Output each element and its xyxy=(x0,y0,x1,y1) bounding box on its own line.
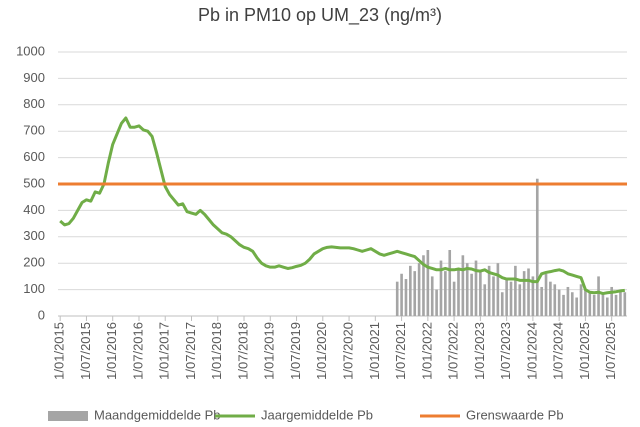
y-tick-label: 200 xyxy=(23,255,45,270)
x-tick-label: 1/01/2018 xyxy=(209,322,224,380)
x-tick-label: 1/01/2025 xyxy=(577,322,592,380)
bar xyxy=(584,289,587,316)
bar xyxy=(623,292,627,316)
bar xyxy=(409,265,412,316)
bar xyxy=(457,268,460,316)
y-tick-label: 400 xyxy=(23,202,45,217)
y-tick-label: 800 xyxy=(23,96,45,111)
legend-label: Grenswaarde Pb xyxy=(466,407,564,422)
bar xyxy=(579,284,583,316)
bar xyxy=(492,276,495,316)
x-tick-label: 1/07/2019 xyxy=(288,322,303,380)
x-tick-label: 1/07/2018 xyxy=(235,322,250,380)
x-tick-label: 1/01/2017 xyxy=(157,322,172,380)
bar xyxy=(518,284,522,316)
bar xyxy=(549,281,552,316)
x-tick-label: 1/07/2024 xyxy=(551,322,566,380)
x-tick-label: 1/07/2020 xyxy=(341,322,356,380)
bar xyxy=(522,271,526,316)
bar xyxy=(535,178,539,316)
bar xyxy=(444,271,447,316)
bar xyxy=(597,276,600,316)
x-tick-label: 1/07/2021 xyxy=(393,322,408,380)
y-tick-label: 600 xyxy=(23,149,45,164)
legend-label: Jaargemiddelde Pb xyxy=(261,407,373,422)
bar xyxy=(474,260,478,316)
bar xyxy=(404,279,408,316)
bar xyxy=(540,286,543,316)
bar xyxy=(514,265,517,316)
y-tick-label: 0 xyxy=(38,307,45,322)
bar xyxy=(452,281,456,316)
x-tick-label: 1/07/2023 xyxy=(498,322,513,380)
bar xyxy=(544,273,548,316)
bar xyxy=(448,250,452,316)
x-tick-label: 1/07/2017 xyxy=(183,322,198,380)
bar xyxy=(592,294,596,316)
x-tick-label: 1/07/2016 xyxy=(130,322,145,380)
y-tick-label: 500 xyxy=(23,175,45,190)
x-tick-label: 1/07/2015 xyxy=(78,322,93,380)
bar xyxy=(566,286,570,316)
x-tick-label: 1/07/2025 xyxy=(603,322,618,380)
bar xyxy=(479,271,482,316)
bar xyxy=(395,281,399,316)
x-tick-label: 1/01/2023 xyxy=(472,322,487,380)
bar xyxy=(588,292,592,316)
x-tick-label: 1/01/2016 xyxy=(104,322,119,380)
bar xyxy=(487,265,491,316)
bar xyxy=(601,292,605,316)
line xyxy=(59,116,625,296)
bar xyxy=(605,297,609,316)
bar xyxy=(614,294,618,316)
bar xyxy=(483,284,487,316)
bar xyxy=(465,263,469,316)
x-tick-label: 1/01/2022 xyxy=(419,322,434,380)
legend-swatch xyxy=(48,411,88,421)
x-tick-label: 1/01/2024 xyxy=(524,322,539,380)
y-tick-label: 700 xyxy=(23,123,45,138)
bar xyxy=(570,292,574,316)
bar xyxy=(426,250,430,316)
bar xyxy=(430,276,434,316)
bar xyxy=(553,284,557,316)
x-tick-label: 1/01/2020 xyxy=(314,322,329,380)
bar xyxy=(417,263,421,316)
y-tick-label: 900 xyxy=(23,70,45,85)
y-tick-label: 1000 xyxy=(16,43,45,58)
x-tick-label: 1/07/2022 xyxy=(446,322,461,380)
bar xyxy=(527,268,530,316)
x-tick-label: 1/01/2019 xyxy=(262,322,277,380)
bar xyxy=(562,294,565,316)
bar xyxy=(422,255,425,316)
x-tick-label: 1/01/2021 xyxy=(367,322,382,380)
chart-title: Pb in PM10 op UM_23 (ng/m³) xyxy=(198,5,442,26)
legend-label: Maandgemiddelde Pb xyxy=(94,407,220,422)
bar xyxy=(505,279,508,316)
bar xyxy=(470,273,473,316)
bar xyxy=(500,292,504,316)
bar xyxy=(557,289,561,316)
bar xyxy=(619,289,622,316)
bar xyxy=(496,263,500,316)
bar xyxy=(509,281,513,316)
y-tick-label: 300 xyxy=(23,228,45,243)
x-tick-label: 1/01/2015 xyxy=(52,322,67,380)
bar xyxy=(610,286,613,316)
bar xyxy=(400,273,403,316)
bar xyxy=(439,260,443,316)
bar xyxy=(435,289,438,316)
bar xyxy=(531,276,535,316)
y-tick-label: 100 xyxy=(23,281,45,296)
bar xyxy=(413,271,417,316)
bar xyxy=(461,255,465,316)
bar xyxy=(575,297,578,316)
